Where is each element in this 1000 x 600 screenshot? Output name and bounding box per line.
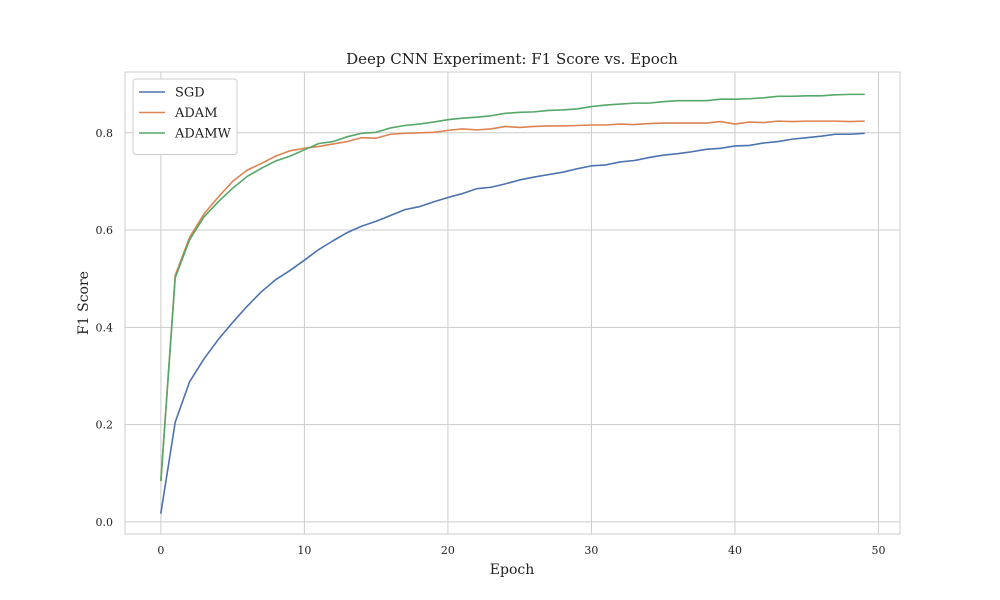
legend-box xyxy=(132,78,238,155)
legend-label-adamw: ADAMW xyxy=(174,127,232,142)
y-axis-label: F1 Score xyxy=(76,271,92,335)
series-layer xyxy=(160,93,865,514)
grid xyxy=(125,72,900,534)
y-tick-label: 0.6 xyxy=(96,224,114,237)
x-tick-label: 10 xyxy=(297,544,311,557)
y-tick-label: 0.4 xyxy=(96,321,114,334)
series-line-sgd xyxy=(160,132,865,514)
legend-label-sgd: SGD xyxy=(175,86,205,101)
legend: SGD ADAM ADAMW xyxy=(132,78,238,155)
chart-title: Deep CNN Experiment: F1 Score vs. Epoch xyxy=(346,50,678,68)
x-axis-ticks: 0 10 20 30 40 50 xyxy=(157,544,885,557)
x-tick-label: 50 xyxy=(871,544,885,557)
series-line-adamw xyxy=(160,93,865,482)
y-tick-label: 0.2 xyxy=(96,419,114,432)
x-tick-label: 20 xyxy=(441,544,455,557)
y-axis-ticks: 0.0 0.2 0.4 0.6 0.8 xyxy=(96,127,114,529)
y-tick-label: 0.8 xyxy=(96,127,114,140)
x-tick-label: 30 xyxy=(584,544,598,557)
x-tick-label: 0 xyxy=(157,544,164,557)
plot-area-frame xyxy=(124,71,901,535)
legend-label-adam: ADAM xyxy=(174,106,218,121)
y-tick-label: 0.0 xyxy=(96,516,114,529)
series-line-adam xyxy=(160,120,865,482)
x-axis-label: Epoch xyxy=(490,562,534,578)
x-tick-label: 40 xyxy=(728,544,742,557)
